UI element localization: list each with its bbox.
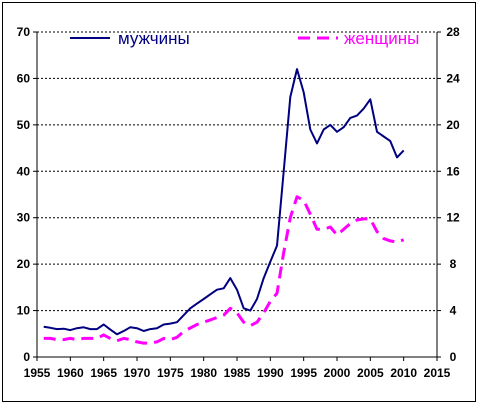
series-lines <box>43 68 405 345</box>
y-right-tick-label: 20 <box>446 118 460 132</box>
legend: мужчины женщины <box>70 29 419 48</box>
x-tick-label: 1960 <box>57 366 84 380</box>
x-tick-label: 1975 <box>157 366 184 380</box>
y-left-tick-label: 50 <box>17 118 31 132</box>
tick-marks <box>33 31 441 361</box>
legend-label-2: женщины <box>344 29 419 48</box>
x-tick-label: 1995 <box>290 366 317 380</box>
y-left-tick-label: 40 <box>17 164 31 178</box>
series-line-2 <box>43 195 405 345</box>
y-right-tick-label: 24 <box>446 71 460 85</box>
y-right-tick-label: 8 <box>450 257 457 271</box>
y-right-tick-label: 4 <box>450 304 457 318</box>
axes <box>36 32 438 358</box>
x-tick-label: 2010 <box>390 366 417 380</box>
y-right-tick-label: 28 <box>446 25 460 39</box>
tick-labels: 0 10 20 30 40 50 60 70 0 4 8 12 16 20 24 28 1955 1960 1965… <box>17 25 460 380</box>
gridlines <box>37 31 437 312</box>
x-tick-label: 1970 <box>124 366 151 380</box>
x-tick-label: 1980 <box>190 366 217 380</box>
y-right-tick-label: 16 <box>446 164 460 178</box>
y-left-tick-label: 10 <box>17 304 31 318</box>
x-tick-label: 2000 <box>324 366 351 380</box>
chart-frame <box>2 2 476 402</box>
y-left-tick-label: 30 <box>17 211 31 225</box>
series-line-1 <box>43 68 405 336</box>
y-left-tick-label: 0 <box>23 350 30 364</box>
x-tick-label: 1990 <box>257 366 284 380</box>
y-left-tick-label: 60 <box>17 71 31 85</box>
y-left-tick-label: 70 <box>17 25 31 39</box>
x-tick-label: 1985 <box>224 366 251 380</box>
y-right-tick-label: 0 <box>450 350 457 364</box>
x-tick-label: 2005 <box>357 366 384 380</box>
y-right-tick-label: 12 <box>446 211 460 225</box>
y-left-tick-label: 20 <box>17 257 31 271</box>
legend-label-1: мужчины <box>118 29 190 48</box>
x-tick-label: 1955 <box>24 366 51 380</box>
x-tick-label: 1965 <box>90 366 117 380</box>
x-tick-label: 2015 <box>424 366 451 380</box>
